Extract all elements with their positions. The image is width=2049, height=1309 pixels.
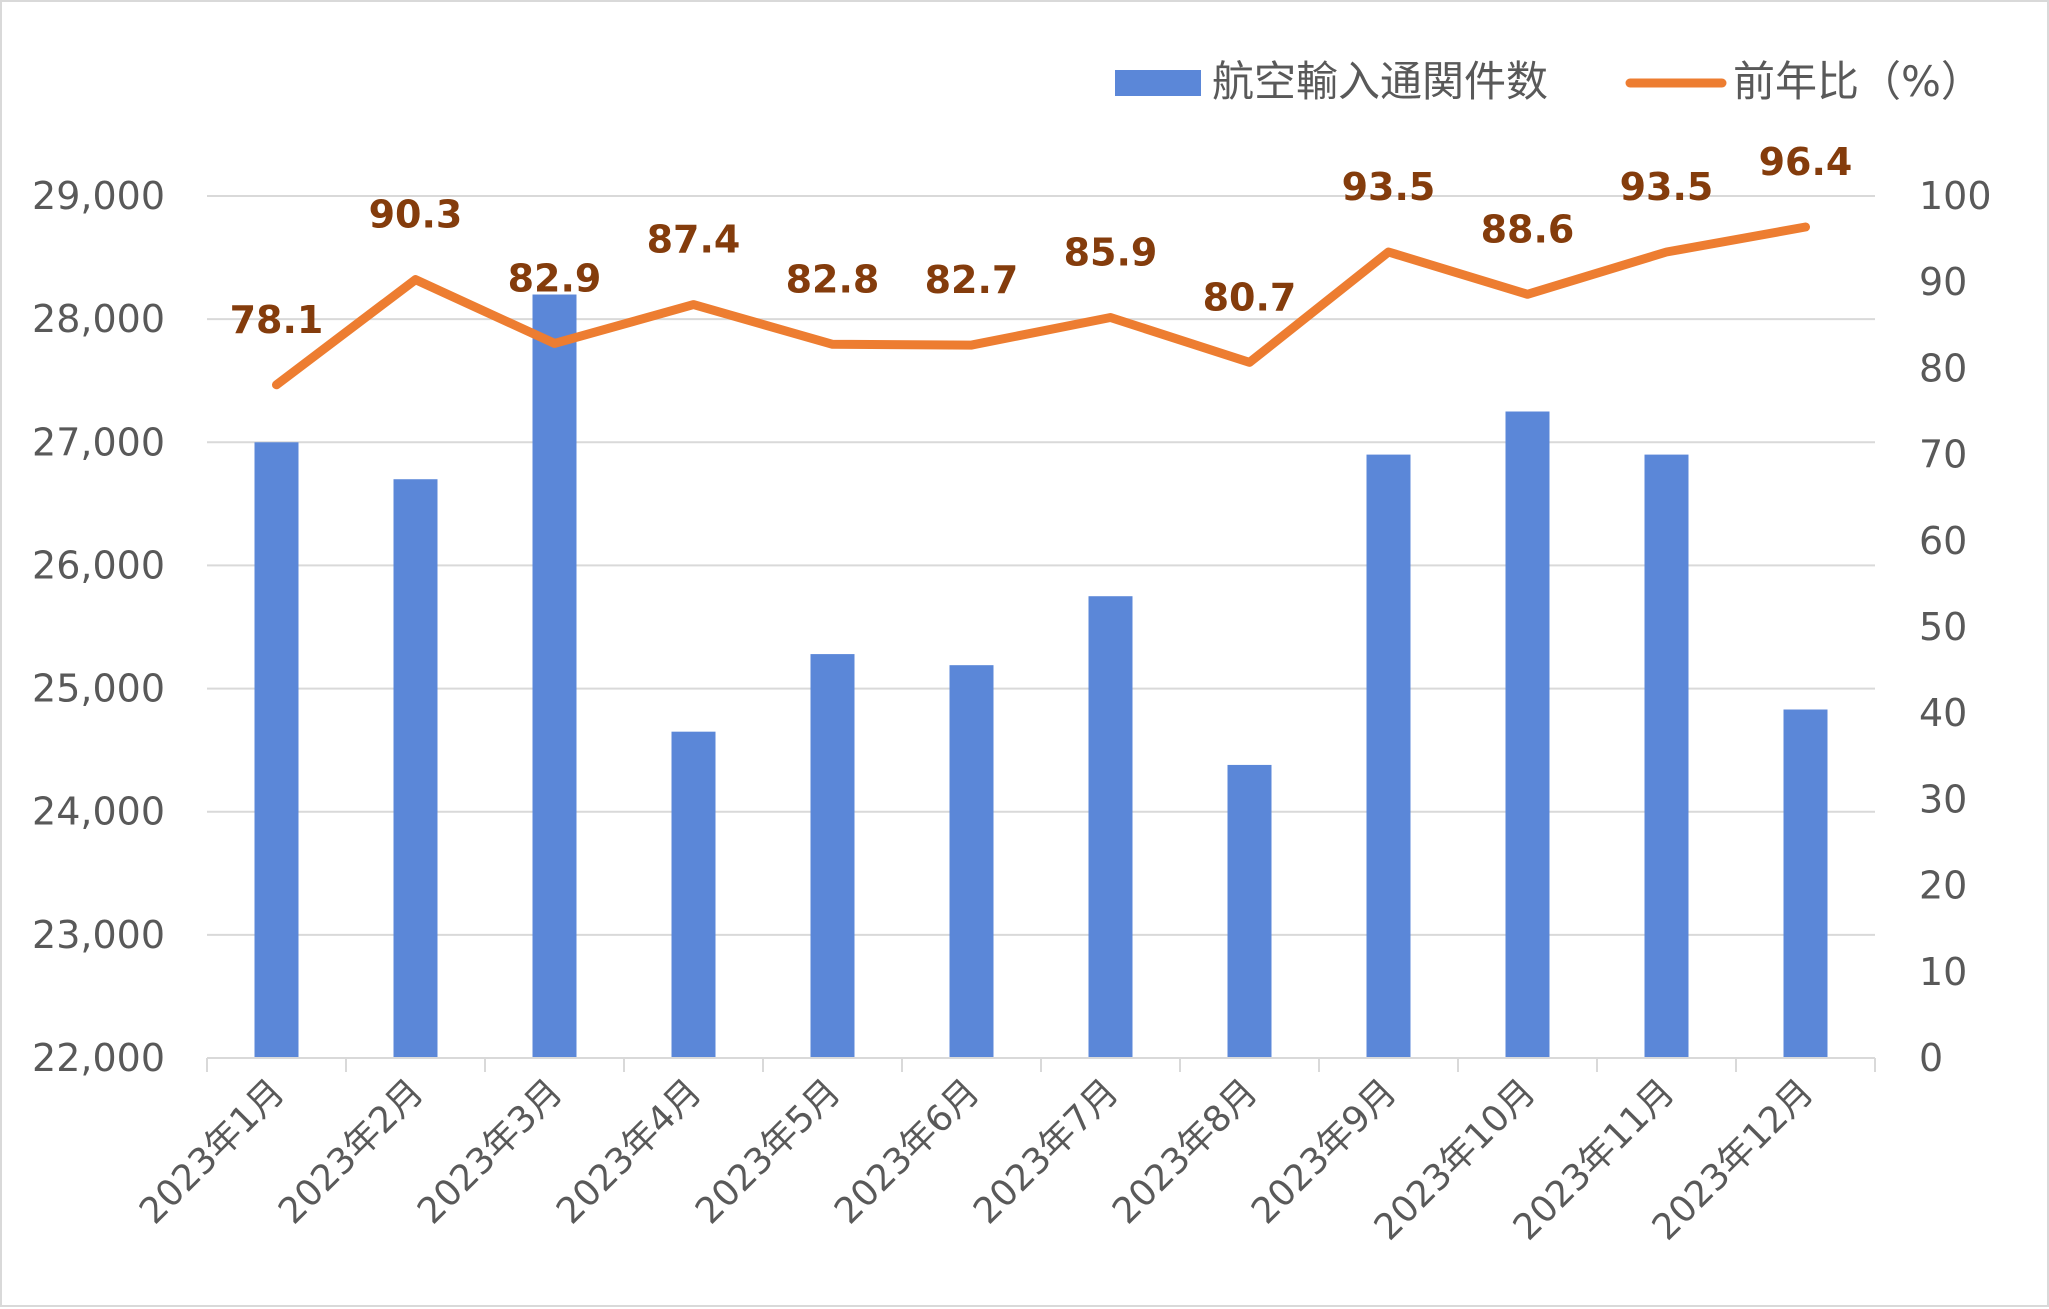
left-tick-label: 26,000 xyxy=(32,543,165,587)
line-point xyxy=(1527,293,1529,295)
x-tick-label: 2023年3月 xyxy=(410,1071,571,1232)
right-tick-label: 90 xyxy=(1919,260,1967,304)
gridlines xyxy=(207,195,1875,936)
left-tick-label: 22,000 xyxy=(32,1036,165,1080)
data-label: 82.7 xyxy=(925,258,1019,302)
left-tick-label: 27,000 xyxy=(32,420,165,464)
line-point xyxy=(971,344,973,346)
bar xyxy=(1505,411,1550,1058)
left-tick-label: 25,000 xyxy=(32,667,165,711)
right-tick-label: 50 xyxy=(1919,605,1967,649)
data-label: 85.9 xyxy=(1064,231,1158,275)
x-tick-label: 2023年5月 xyxy=(688,1071,849,1232)
line-point xyxy=(832,343,834,345)
left-tick-label: 28,000 xyxy=(32,297,165,341)
data-label: 82.9 xyxy=(508,256,602,300)
left-tick-label: 23,000 xyxy=(32,913,165,957)
bar xyxy=(1644,454,1689,1059)
line-point xyxy=(1666,251,1668,253)
data-label: 82.8 xyxy=(786,257,880,301)
data-label: 80.7 xyxy=(1203,275,1297,319)
right-tick-label: 40 xyxy=(1919,691,1967,735)
line-point xyxy=(1388,251,1390,253)
bar xyxy=(1088,596,1133,1058)
line-point xyxy=(554,342,556,344)
bar xyxy=(810,654,855,1058)
right-tick-label: 100 xyxy=(1919,174,1992,218)
data-label: 96.4 xyxy=(1759,140,1853,184)
bar xyxy=(1366,454,1411,1059)
bar xyxy=(949,665,994,1058)
right-tick-label: 20 xyxy=(1919,864,1967,908)
data-label: 88.6 xyxy=(1481,207,1575,251)
left-tick-label: 24,000 xyxy=(32,790,165,834)
data-label: 93.5 xyxy=(1620,165,1714,209)
line-point xyxy=(1110,317,1112,319)
line-series xyxy=(272,222,1810,390)
x-tick-label: 2023年6月 xyxy=(827,1071,988,1232)
x-tick-label: 2023年7月 xyxy=(966,1071,1127,1232)
data-label: 87.4 xyxy=(647,218,741,262)
legend-bar-swatch xyxy=(1115,70,1201,96)
right-tick-label: 30 xyxy=(1919,777,1967,821)
data-labels: 78.1 90.3 82.9 87.4 82.8 82.7 85.9 80.7 93.5 88.6… xyxy=(230,140,1853,342)
data-label: 78.1 xyxy=(230,298,324,342)
right-tick-label: 70 xyxy=(1919,433,1967,477)
bar xyxy=(532,294,577,1058)
x-tick-label: 2023年4月 xyxy=(549,1071,710,1232)
data-label: 93.5 xyxy=(1342,165,1436,209)
line-point xyxy=(415,279,417,281)
left-axis: 22,000 23,000 24,000 25,000 26,000 27,000 28,0… xyxy=(32,174,165,1080)
bar xyxy=(671,731,716,1058)
bar xyxy=(393,479,438,1058)
bar xyxy=(254,442,299,1058)
x-tick-label: 2023年2月 xyxy=(271,1071,432,1232)
legend-line-label: 前年比（%） xyxy=(1733,57,1983,106)
line-point xyxy=(1249,361,1251,363)
bar xyxy=(1227,764,1272,1058)
right-tick-label: 60 xyxy=(1919,519,1967,563)
right-axis: 0 10 20 30 40 50 60 70 80 90 100 xyxy=(1919,174,1992,1080)
line-point xyxy=(276,384,278,386)
right-tick-label: 0 xyxy=(1919,1036,1943,1080)
left-tick-label: 29,000 xyxy=(32,174,165,218)
x-tick-label: 2023年1月 xyxy=(132,1071,293,1232)
legend-bar-label: 航空輸入通関件数 xyxy=(1212,57,1548,106)
legend: 航空輸入通関件数 前年比（%） xyxy=(1115,57,1983,106)
right-tick-label: 10 xyxy=(1919,950,1967,994)
x-tick-label: 2023年8月 xyxy=(1105,1071,1266,1232)
right-tick-label: 80 xyxy=(1919,346,1967,390)
bar xyxy=(1783,709,1828,1058)
data-label: 90.3 xyxy=(369,193,463,237)
line-point xyxy=(693,304,695,306)
line-series-path xyxy=(272,222,1810,390)
bar-series xyxy=(254,294,1828,1059)
x-axis: 2023年1月2023年2月2023年3月2023年4月2023年5月2023年… xyxy=(132,1057,1876,1248)
line-point xyxy=(1805,226,1807,228)
